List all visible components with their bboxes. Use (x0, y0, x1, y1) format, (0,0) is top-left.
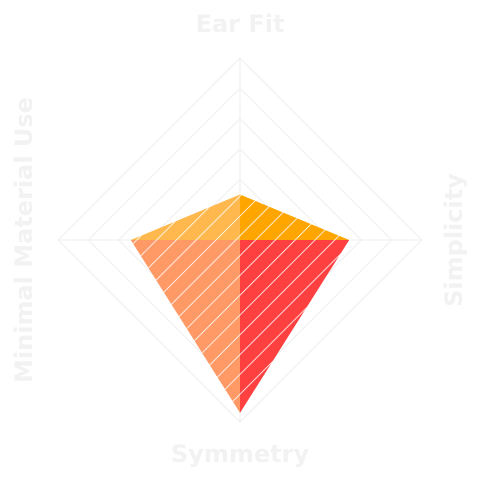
quadrant-bottom-left-hatch (130, 240, 240, 413)
axis-label-2: Symmetry (171, 440, 310, 468)
axis-label-1: Simplicity (440, 173, 468, 307)
axis-label-3: Minimal Material Use (10, 97, 38, 383)
quadrant-bottom-right-hatch (240, 240, 350, 413)
quadrant-top-right-hatch (240, 194, 350, 240)
quadrant-top-left-hatch (130, 194, 240, 240)
axis-label-0: Ear Fit (196, 10, 285, 38)
radar-axis-labels: Ear Fit Simplicity Symmetry Minimal Materia… (10, 10, 468, 468)
radar-data-area (130, 194, 350, 413)
